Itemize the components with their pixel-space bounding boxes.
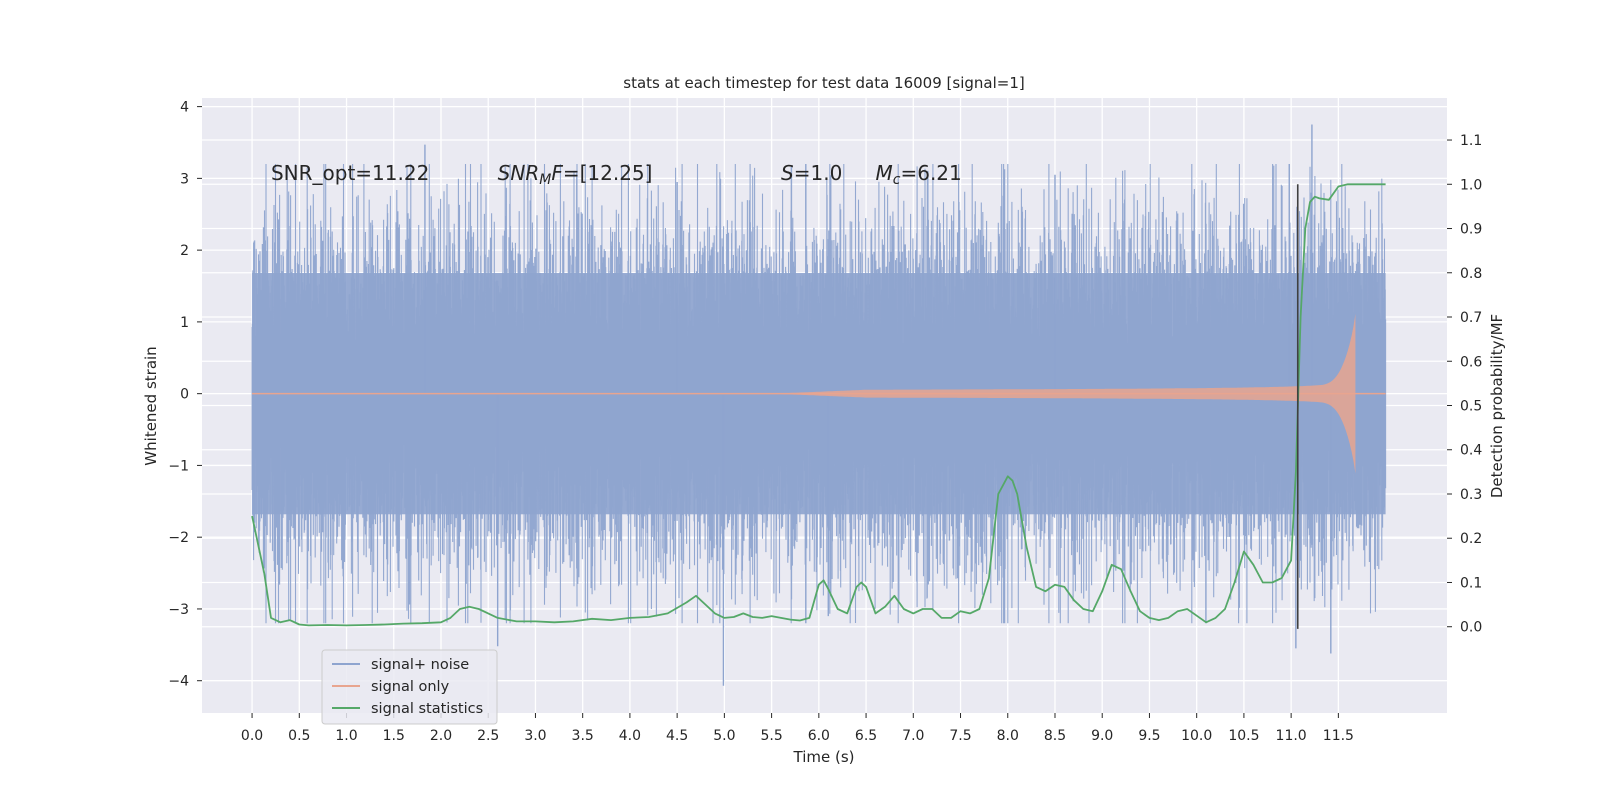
- annotation-text: SNRMF=[12.25]: [498, 161, 653, 188]
- x-tick-label: 7.5: [949, 728, 971, 744]
- legend: signal+ noise signal only signal statist…: [321, 649, 498, 725]
- x-tick-label: 5.5: [760, 728, 782, 744]
- x-tick-label: 1.5: [383, 728, 405, 744]
- y-tick-label: 4: [180, 100, 189, 116]
- y2-tick-label: 1.1: [1460, 133, 1482, 149]
- y2-tick-label: 0.8: [1460, 266, 1482, 282]
- x-tick-label: 5.0: [713, 728, 735, 744]
- x-tick-label: 2.0: [430, 728, 452, 744]
- y-tick-label: −1: [168, 458, 189, 474]
- x-tick-label: 10.0: [1181, 728, 1212, 744]
- y2-tick-label: 0.2: [1460, 531, 1482, 547]
- y-tick-label: 2: [180, 243, 189, 259]
- y2-tick-label: 0.9: [1460, 222, 1482, 238]
- y2-tick-label: 0.0: [1460, 620, 1482, 636]
- x-axis-ticks: 0.0 0.5 1.0 1.5 2.0 2.5 3.0 3.5 4.0 4.5 5.0 5.5 6.0 6…: [241, 713, 1354, 744]
- chart-title: stats at each timestep for test data 160…: [623, 74, 1024, 92]
- y-axis-ticks: −4 −3 −2 −1 0 1 2 3 4: [168, 100, 202, 690]
- y2-tick-label: 0.1: [1460, 575, 1482, 591]
- x-tick-label: 8.5: [1044, 728, 1066, 744]
- x-tick-label: 1.0: [335, 728, 357, 744]
- annotation-part: =[12.25]: [563, 161, 653, 185]
- x-tick-label: 4.5: [666, 728, 688, 744]
- annotation-part: M: [876, 161, 893, 185]
- y2-tick-label: 0.3: [1460, 487, 1482, 503]
- chirp-series-group: [252, 313, 1386, 474]
- y2-tick-label: 0.6: [1460, 354, 1482, 370]
- statistics-series-group: [251, 183, 1386, 627]
- y2-tick-label: 0.4: [1460, 443, 1482, 459]
- x-tick-label: 6.5: [855, 728, 877, 744]
- annotation-part: F: [551, 161, 563, 185]
- legend-label-signal: signal only: [371, 679, 450, 695]
- legend-label-statistics: signal statistics: [371, 701, 483, 717]
- x-tick-label: 10.5: [1228, 728, 1259, 744]
- annotation-part: SNR_opt=11.22: [271, 161, 429, 185]
- annotation-part: =6.21: [900, 161, 961, 185]
- y-tick-label: 0: [180, 387, 189, 403]
- y-tick-label: 1: [180, 315, 189, 331]
- x-tick-label: 3.5: [572, 728, 594, 744]
- x-tick-label: 9.0: [1091, 728, 1113, 744]
- x-tick-label: 3.0: [524, 728, 546, 744]
- annotations-group: SNR_opt=11.22 SNRMF=[12.25] S=1.0 Mc=6.21: [271, 161, 962, 188]
- y-tick-label: −3: [168, 602, 189, 618]
- annotation-text: Mc=6.21: [876, 161, 962, 188]
- legend-box: [321, 649, 498, 725]
- annotation-part: SNR: [498, 161, 540, 185]
- annotation-text: S=1.0: [781, 161, 842, 185]
- annotation-part: =1.0: [794, 161, 843, 185]
- x-tick-label: 7.0: [902, 728, 924, 744]
- annotation-part: M: [539, 171, 551, 187]
- x-axis-label: Time (s): [793, 748, 855, 766]
- y-axis-label: Whitened strain: [142, 346, 160, 465]
- y-tick-label: 3: [180, 171, 189, 187]
- x-tick-label: 4.0: [619, 728, 641, 744]
- x-tick-label: 11.0: [1276, 728, 1307, 744]
- y2-tick-label: 1.0: [1460, 177, 1482, 193]
- statistics-line: [251, 183, 1386, 627]
- x-tick-label: 6.0: [808, 728, 830, 744]
- y-tick-label: −2: [168, 530, 189, 546]
- x-tick-label: 2.5: [477, 728, 499, 744]
- legend-label-noise: signal+ noise: [371, 657, 469, 673]
- annotation-part: c: [893, 171, 901, 187]
- y2-axis-label: Detection probability/MF: [1488, 314, 1506, 498]
- y2-axis-ticks: 0.0 0.1 0.2 0.3 0.4 0.5 0.6 0.7 0.8 0.9 1.0 1.1: [1447, 133, 1482, 636]
- y2-tick-label: 0.7: [1460, 310, 1482, 326]
- annotation-text: SNR_opt=11.22: [271, 161, 429, 185]
- y-tick-label: −4: [168, 674, 189, 690]
- x-tick-label: 0.5: [288, 728, 310, 744]
- x-tick-label: 8.0: [997, 728, 1019, 744]
- x-tick-label: 0.0: [241, 728, 263, 744]
- y2-tick-label: 0.5: [1460, 399, 1482, 415]
- annotation-part: S: [781, 161, 794, 185]
- x-tick-label: 9.5: [1138, 728, 1160, 744]
- x-tick-label: 11.5: [1323, 728, 1354, 744]
